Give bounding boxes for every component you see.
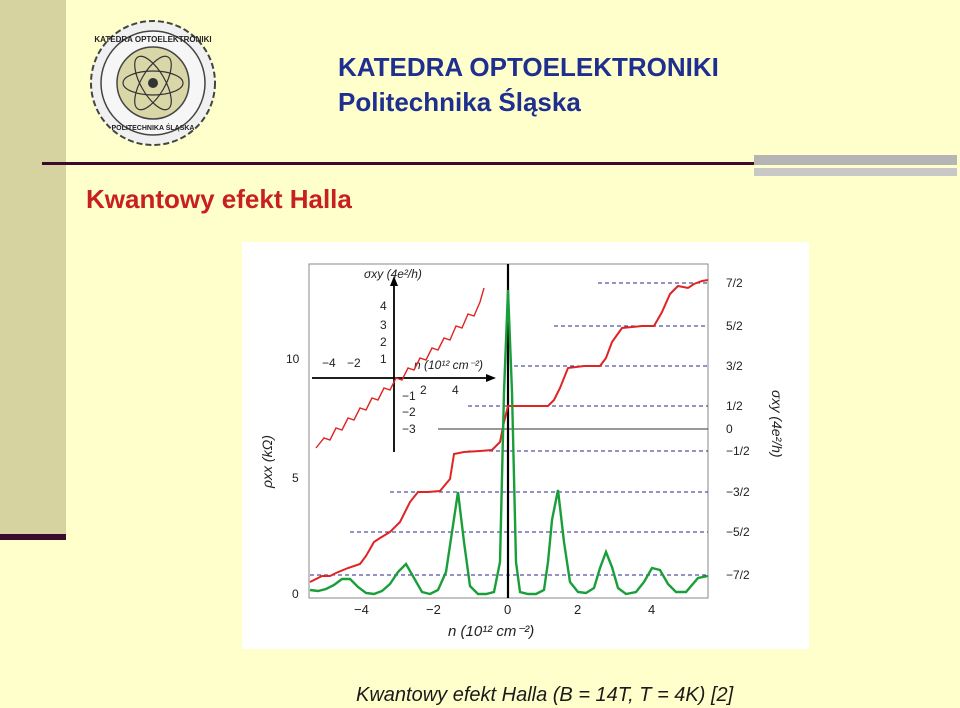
inset-y-tick: 4 [380, 299, 387, 313]
svg-text:KATEDRA OPTOELEKTRONIKI: KATEDRA OPTOELEKTRONIKI [94, 35, 211, 44]
university-name: Politechnika Śląska [338, 87, 581, 117]
left-tick-label: 5 [292, 471, 299, 485]
right-tick-label: −3/2 [726, 485, 750, 499]
inset-y-tick: 3 [380, 318, 387, 332]
inset-x-tick: −2 [347, 356, 361, 370]
dashed-plateau-lines [310, 282, 708, 576]
bottom-axis-label: n (10¹² cm⁻²) [448, 623, 534, 640]
right-tick-label: −5/2 [726, 525, 750, 539]
right-tick-label: 0 [726, 422, 733, 436]
inset-plot: σxy (4e²/h) n (10¹² cm⁻²) 4 3 2 1 −1 −2 … [312, 267, 496, 452]
department-name: KATEDRA OPTOELEKTRONIKI [338, 52, 719, 82]
inset-x-tick: −4 [322, 356, 336, 370]
header-accent-bar [754, 155, 957, 165]
header-accent-bar-2 [754, 168, 957, 176]
inset-y-label: σxy (4e²/h) [364, 267, 422, 281]
left-tick-label: 10 [286, 352, 300, 366]
right-tick-label: −7/2 [726, 568, 750, 582]
right-tick-labels: 7/2 5/2 3/2 1/2 0 −1/2 −3/2 −5/2 −7/2 [726, 276, 750, 582]
inset-y-tick: −1 [402, 389, 416, 403]
bottom-tick-label: −2 [426, 602, 441, 617]
bottom-tick-label: 0 [504, 602, 511, 617]
right-tick-label: 5/2 [726, 319, 743, 333]
left-tick-label: 0 [292, 587, 299, 601]
inset-y-tick: 1 [380, 352, 387, 366]
right-tick-label: −1/2 [726, 444, 750, 458]
left-axis-label: ρxx (kΩ) [259, 435, 275, 489]
left-decor-band [0, 0, 66, 538]
university-logo: KATEDRA OPTOELEKTRONIKI POLITECHNIKA ŚLĄ… [90, 20, 216, 146]
bottom-tick-label: −4 [354, 602, 369, 617]
inset-x-tick: 2 [420, 383, 427, 397]
right-tick-label: 3/2 [726, 359, 743, 373]
right-tick-label: 7/2 [726, 276, 743, 290]
bottom-tick-label: 4 [648, 602, 655, 617]
inset-y-tick: −3 [402, 422, 416, 436]
inset-x-arrow [486, 374, 496, 382]
hall-effect-plot: σxy (4e²/h) n (10¹² cm⁻²) 4 3 2 1 −1 −2 … [259, 263, 785, 640]
svg-text:POLITECHNIKA ŚLĄSKA: POLITECHNIKA ŚLĄSKA [112, 123, 195, 132]
header-divider [42, 162, 754, 165]
inset-x-tick: 4 [452, 383, 459, 397]
inset-x-label: n (10¹² cm⁻²) [414, 358, 483, 372]
inset-y-tick: −2 [402, 405, 416, 419]
left-decor-foot [0, 534, 66, 540]
inset-sigma-curve [315, 287, 485, 449]
inset-y-arrow [390, 276, 398, 286]
figure-caption: Kwantowy efekt Halla (B = 14T, T = 4K) [… [356, 684, 734, 706]
inset-y-tick: 2 [380, 335, 387, 349]
slide-title: Kwantowy efekt Halla [86, 184, 352, 214]
right-axis-label: σxy (4e²/h) [769, 390, 785, 458]
right-tick-label: 1/2 [726, 399, 743, 413]
rho-xx-curve [309, 289, 709, 596]
bottom-tick-label: 2 [574, 602, 581, 617]
hall-effect-figure: σxy (4e²/h) n (10¹² cm⁻²) 4 3 2 1 −1 −2 … [242, 242, 809, 649]
